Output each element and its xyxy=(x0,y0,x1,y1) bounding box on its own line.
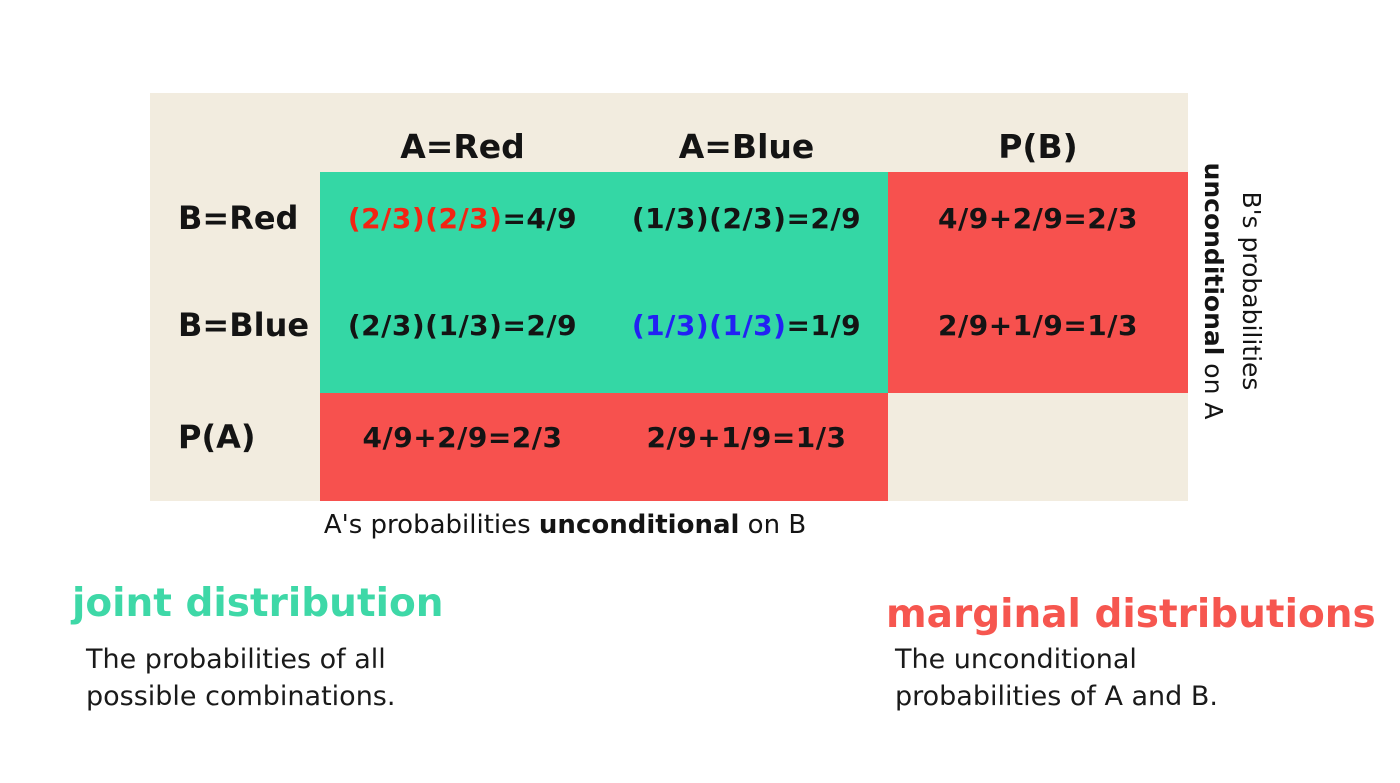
cell-text: =1/9 xyxy=(786,308,862,342)
cell-pa-ared: 4/9+2/9=2/3 xyxy=(320,412,605,462)
a-probabilities-caption: A's probabilities unconditional on B xyxy=(320,506,810,544)
joint-distribution-region xyxy=(320,172,888,393)
marginal-distributions-description: The unconditional probabilities of A and… xyxy=(895,641,1218,715)
description-line: The probabilities of all xyxy=(86,644,386,675)
column-header-p-of-b: P(B) xyxy=(888,121,1188,171)
cell-text: (1/3)(2/3)=2/9 xyxy=(631,201,862,235)
row-header-b-blue: B=Blue xyxy=(178,306,310,344)
cell-text: =4/9 xyxy=(502,201,578,235)
row-header-b-red: B=Red xyxy=(178,199,299,237)
caption-text: A's probabilities unconditional on B xyxy=(323,510,807,540)
b-probabilities-caption: B's probabilities unconditional on A xyxy=(1194,163,1270,420)
description-line: probabilities of A and B. xyxy=(895,681,1218,712)
column-header-a-blue: A=Blue xyxy=(605,121,888,171)
pb-marginal-column-region xyxy=(888,172,1188,393)
cell-highlight-red: (2/3)(2/3) xyxy=(347,201,503,235)
cell-bred-pb: 4/9+2/9=2/3 xyxy=(888,193,1188,243)
cell-bblue-ablue: (1/3)(1/3) =1/9 xyxy=(605,300,888,350)
cell-bred-ared: (2/3)(2/3) =4/9 xyxy=(320,193,605,243)
cell-bblue-ared: (2/3)(1/3)=2/9 xyxy=(320,300,605,350)
cell-text: 2/9+1/9=1/3 xyxy=(646,420,847,454)
column-header-label: A=Blue xyxy=(678,126,815,166)
description-line: possible combinations. xyxy=(86,681,396,712)
cell-text: (2/3)(1/3)=2/9 xyxy=(347,308,578,342)
caption-line-2: unconditional on A xyxy=(1199,162,1228,420)
joint-distribution-title: joint distribution xyxy=(72,581,444,626)
joint-distribution-description: The probabilities of all possible combin… xyxy=(86,641,395,715)
column-header-label: A=Red xyxy=(400,126,525,166)
caption-line-1: B's probabilities xyxy=(1237,191,1266,391)
column-header-label: P(B) xyxy=(998,126,1078,166)
cell-text: 4/9+2/9=2/3 xyxy=(362,420,563,454)
cell-text: 4/9+2/9=2/3 xyxy=(938,201,1138,235)
row-header-p-of-a: P(A) xyxy=(178,418,256,456)
cell-pa-ablue: 2/9+1/9=1/3 xyxy=(605,412,888,462)
pa-marginal-row-region xyxy=(320,393,888,501)
column-header-a-red: A=Red xyxy=(320,121,605,171)
cell-bblue-pb: 2/9+1/9=1/3 xyxy=(888,300,1188,350)
cell-bred-ablue: (1/3)(2/3)=2/9 xyxy=(605,193,888,243)
marginal-distributions-title: marginal distributions xyxy=(886,592,1376,637)
cell-highlight-blue: (1/3)(1/3) xyxy=(631,308,787,342)
cell-text: 2/9+1/9=1/3 xyxy=(938,308,1138,342)
description-line: The unconditional xyxy=(895,644,1137,675)
